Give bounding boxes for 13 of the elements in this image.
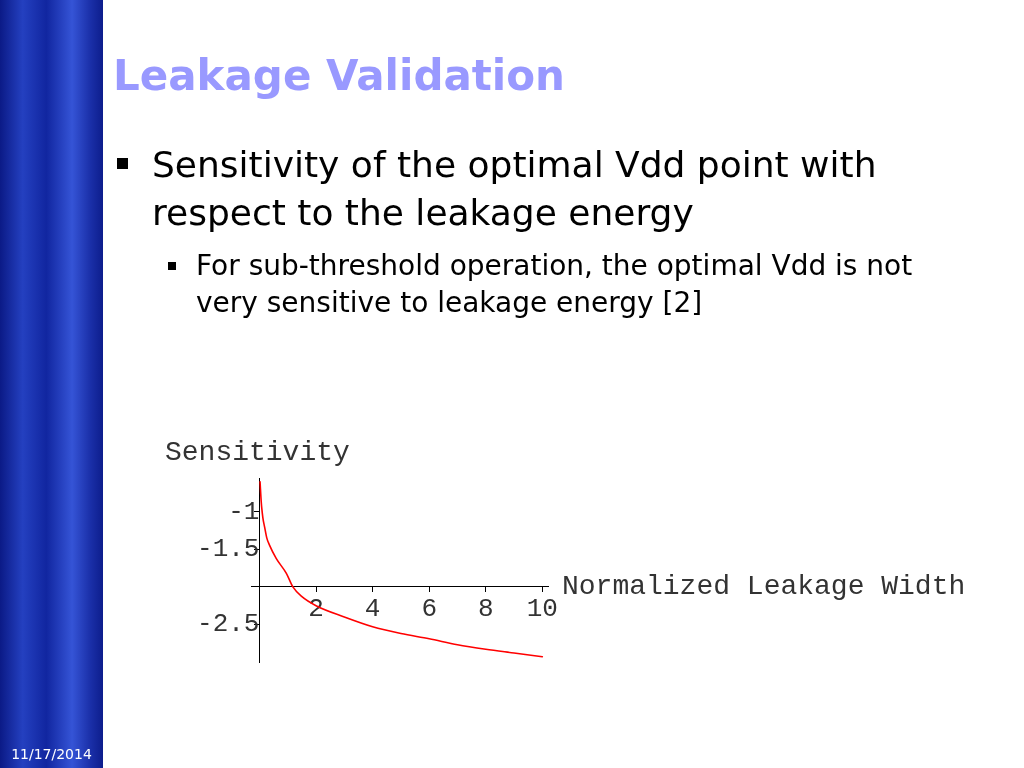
x-axis-title: Normalized Leakage Width: [562, 571, 966, 603]
x-tick-label: 6: [421, 594, 437, 625]
text: 11/17/2014: [10, 745, 93, 763]
x-tick-label: 8: [477, 594, 494, 625]
y-tick-label: -1.5: [197, 534, 260, 565]
y-axis-title: Sensitivity: [165, 437, 350, 468]
chart-title: Leakage Validation: [113, 50, 566, 102]
text: For sub-threshold operation, the optimal Vdd is not very sensitive to leakage energy [2]: [196, 248, 914, 321]
y-tick-label: -1: [228, 496, 260, 527]
x-tick-label: 10: [526, 594, 558, 625]
x-tick-label: 4: [364, 594, 381, 625]
chart-subtitle: Sensitivity of the optimal Vdd point with respect to the leakage energy: [152, 143, 878, 235]
y-tick-label: -2.5: [197, 609, 260, 640]
